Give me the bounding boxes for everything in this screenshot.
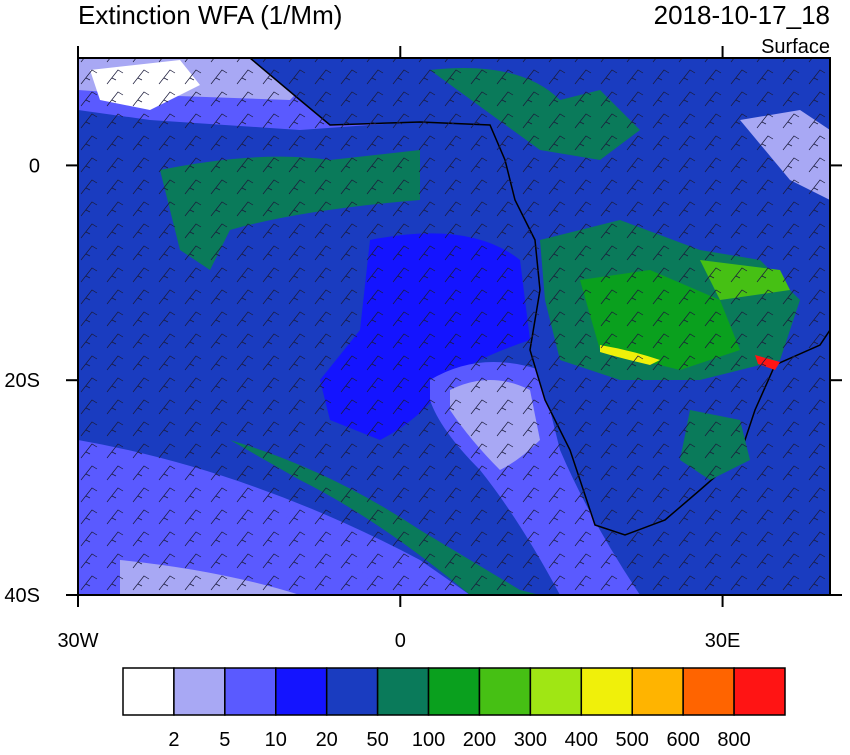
colorbar-box xyxy=(122,667,175,716)
colorbar-box xyxy=(733,667,786,716)
colorbar-box xyxy=(529,667,583,716)
colorbar-box xyxy=(682,667,735,716)
colorbar-box xyxy=(173,667,226,716)
y-tick-label: 20S xyxy=(4,370,40,392)
colorbar-label: 600 xyxy=(666,729,699,750)
map-level: Surface xyxy=(761,36,830,58)
x-tick-label: 30E xyxy=(705,630,741,652)
y-tick-label: 40S xyxy=(4,585,40,607)
colorbar-label: 400 xyxy=(565,729,598,750)
map-title: Extinction WFA (1/Mm) xyxy=(78,0,342,30)
colorbar-box xyxy=(325,667,379,716)
colorbar-label: 5 xyxy=(219,729,230,750)
axes: 30W 0 30E 0 20S 40S xyxy=(4,46,842,652)
map-frame xyxy=(77,57,831,596)
colorbar-box xyxy=(376,667,430,716)
colorbar: 2 5 10 20 50 100 200 300 400 500 600 800 xyxy=(122,667,786,751)
map-time: 2018-10-17_18 xyxy=(654,0,830,30)
colorbar-box xyxy=(631,667,684,716)
colorbar-label: 100 xyxy=(412,729,445,750)
colorbar-label: 10 xyxy=(265,729,287,750)
colorbar-label: 200 xyxy=(463,729,496,750)
x-tick-label: 30W xyxy=(57,630,98,652)
colorbar-label: 2 xyxy=(168,729,179,750)
x-tick-label: 0 xyxy=(395,630,406,652)
colorbar-box xyxy=(427,667,481,716)
colorbar-label: 20 xyxy=(316,729,338,750)
colorbar-label: 800 xyxy=(717,729,750,750)
colorbar-box xyxy=(478,667,532,716)
colorbar-label: 500 xyxy=(616,729,649,750)
colorbar-box xyxy=(275,667,328,716)
colorbar-box xyxy=(580,667,633,716)
map-field xyxy=(78,58,830,595)
colorbar-box xyxy=(224,667,277,716)
y-tick-label: 0 xyxy=(29,155,40,177)
colorbar-label: 50 xyxy=(366,729,388,750)
colorbar-label: 300 xyxy=(514,729,547,750)
